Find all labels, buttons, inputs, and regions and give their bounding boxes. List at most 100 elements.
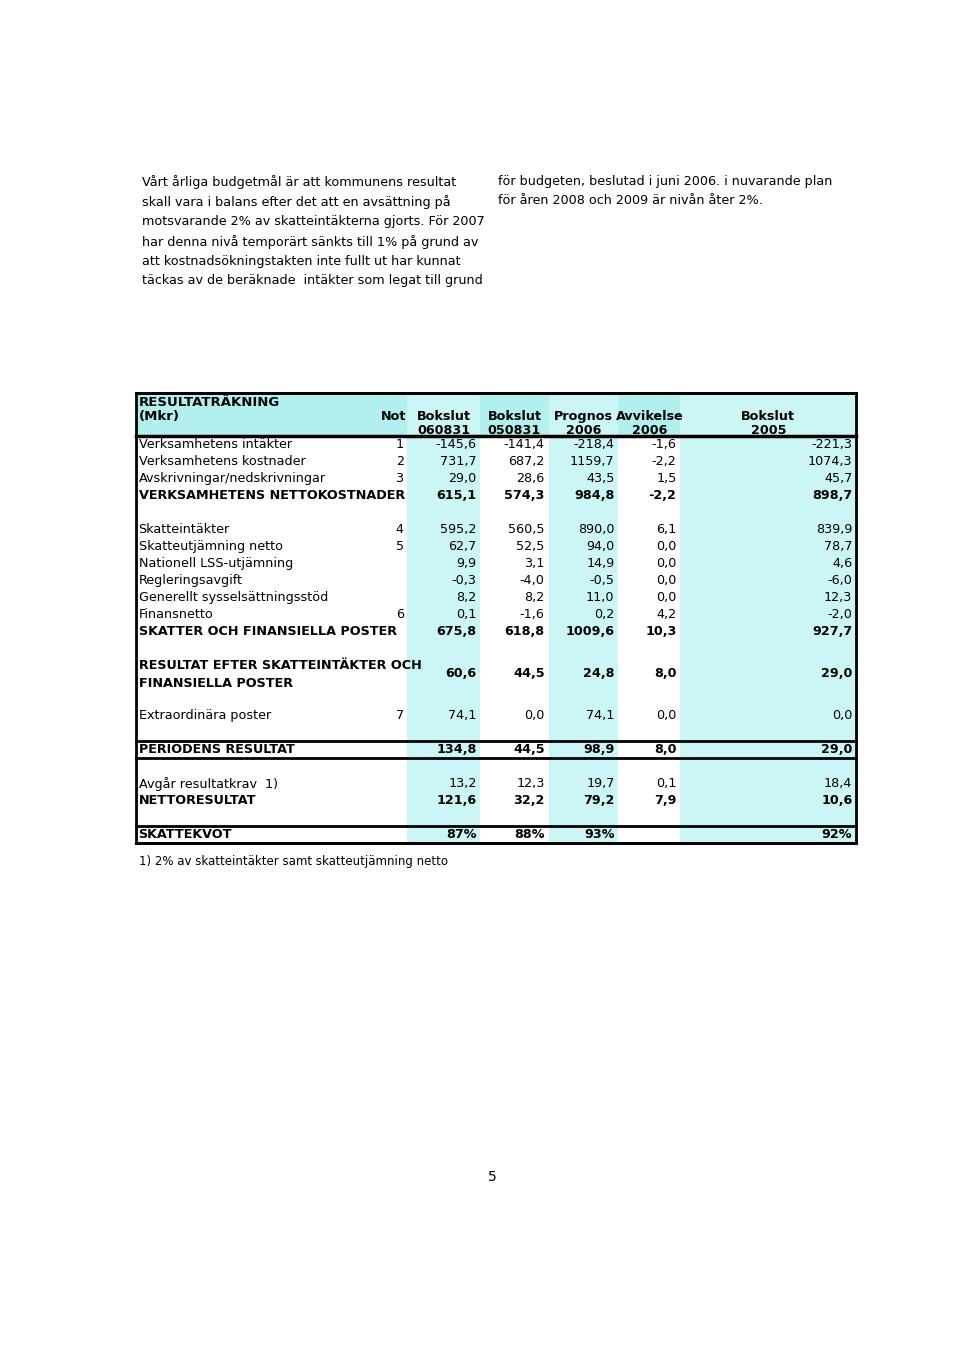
Text: 88%: 88%: [515, 827, 544, 841]
Text: 1159,7: 1159,7: [570, 456, 614, 468]
Text: 2005: 2005: [751, 425, 786, 437]
Text: Finansnetto: Finansnetto: [138, 608, 213, 621]
Text: 060831: 060831: [417, 425, 470, 437]
Text: 2006: 2006: [565, 425, 601, 437]
Text: 618,8: 618,8: [505, 625, 544, 638]
Text: -1,6: -1,6: [519, 608, 544, 621]
Text: NETTORESULTAT: NETTORESULTAT: [138, 794, 256, 807]
Text: 8,2: 8,2: [456, 591, 476, 604]
Text: 0,0: 0,0: [656, 710, 677, 722]
Text: 4,2: 4,2: [657, 608, 677, 621]
Text: 1,5: 1,5: [656, 472, 677, 485]
Text: 0,0: 0,0: [656, 539, 677, 553]
Text: 98,9: 98,9: [583, 744, 614, 756]
Text: 7: 7: [396, 710, 403, 722]
Text: 28,6: 28,6: [516, 472, 544, 485]
Bar: [407, 437, 480, 842]
Text: Prognos: Prognos: [554, 410, 612, 423]
Text: -221,3: -221,3: [811, 438, 852, 452]
Text: 29,0: 29,0: [448, 472, 476, 485]
Text: 839,9: 839,9: [816, 523, 852, 535]
Text: 5: 5: [488, 1169, 496, 1184]
Text: 595,2: 595,2: [440, 523, 476, 535]
Text: Regleringsavgift: Regleringsavgift: [138, 573, 243, 587]
Bar: [548, 437, 618, 842]
Text: Avskrivningar/nedskrivningar: Avskrivningar/nedskrivningar: [138, 472, 325, 485]
Text: -0,3: -0,3: [451, 573, 476, 587]
Text: 0,0: 0,0: [656, 557, 677, 571]
Text: -2,2: -2,2: [652, 456, 677, 468]
Bar: [135, 393, 856, 437]
Text: 43,5: 43,5: [586, 472, 614, 485]
Text: 8,0: 8,0: [654, 667, 677, 680]
Text: 6: 6: [396, 608, 403, 621]
Text: 24,8: 24,8: [583, 667, 614, 680]
Text: 29,0: 29,0: [821, 744, 852, 756]
Text: 121,6: 121,6: [437, 794, 476, 807]
Text: RESULTAT EFTER SKATTEINTÄKTER OCH
FINANSIELLA POSTER: RESULTAT EFTER SKATTEINTÄKTER OCH FINANS…: [138, 658, 421, 690]
Text: 11,0: 11,0: [586, 591, 614, 604]
Bar: [548, 393, 618, 437]
Text: Bokslut: Bokslut: [417, 410, 470, 423]
Text: 87%: 87%: [446, 827, 476, 841]
Text: Extraordinära poster: Extraordinära poster: [138, 710, 271, 722]
Text: 984,8: 984,8: [574, 489, 614, 502]
Text: Skatteutjämning netto: Skatteutjämning netto: [138, 539, 282, 553]
Text: Generellt sysselsättningsstöd: Generellt sysselsättningsstöd: [138, 591, 328, 604]
Text: 13,2: 13,2: [448, 777, 476, 790]
Text: 3,1: 3,1: [524, 557, 544, 571]
Text: 74,1: 74,1: [586, 710, 614, 722]
Text: Nationell LSS-utjämning: Nationell LSS-utjämning: [138, 557, 293, 571]
Text: 10,6: 10,6: [821, 794, 852, 807]
Text: 62,7: 62,7: [448, 539, 476, 553]
Text: 898,7: 898,7: [812, 489, 852, 502]
Text: 2: 2: [396, 456, 403, 468]
Text: 0,0: 0,0: [656, 573, 677, 587]
Text: 0,0: 0,0: [832, 710, 852, 722]
Bar: [135, 437, 856, 842]
Text: (Mkr): (Mkr): [138, 410, 180, 423]
Text: 92%: 92%: [822, 827, 852, 841]
Text: 560,5: 560,5: [508, 523, 544, 535]
Text: 78,7: 78,7: [824, 539, 852, 553]
Text: PERIODENS RESULTAT: PERIODENS RESULTAT: [138, 744, 295, 756]
Text: 0,0: 0,0: [656, 591, 677, 604]
Text: RESULTATRÄKNING: RESULTATRÄKNING: [138, 396, 280, 408]
Text: 10,3: 10,3: [645, 625, 677, 638]
Text: 94,0: 94,0: [587, 539, 614, 553]
Text: Skatteintäkter: Skatteintäkter: [138, 523, 229, 535]
Text: -145,6: -145,6: [436, 438, 476, 452]
Text: 7,9: 7,9: [654, 794, 677, 807]
Text: 4,6: 4,6: [832, 557, 852, 571]
Text: -6,0: -6,0: [828, 573, 852, 587]
Text: 2006: 2006: [632, 425, 667, 437]
Text: Not: Not: [380, 410, 406, 423]
Text: 1: 1: [396, 438, 403, 452]
Text: 32,2: 32,2: [514, 794, 544, 807]
Text: 0,0: 0,0: [524, 710, 544, 722]
Bar: [681, 393, 856, 437]
Text: Avgår resultatkrav  1): Avgår resultatkrav 1): [138, 776, 277, 791]
Text: 52,5: 52,5: [516, 539, 544, 553]
Text: 1009,6: 1009,6: [565, 625, 614, 638]
Text: 60,6: 60,6: [445, 667, 476, 680]
Text: 12,3: 12,3: [516, 777, 544, 790]
Text: -2,2: -2,2: [649, 489, 677, 502]
Text: 615,1: 615,1: [437, 489, 476, 502]
Text: SKATTER OCH FINANSIELLA POSTER: SKATTER OCH FINANSIELLA POSTER: [138, 625, 396, 638]
Text: 44,5: 44,5: [513, 667, 544, 680]
Text: 050831: 050831: [488, 425, 541, 437]
Text: 29,0: 29,0: [821, 667, 852, 680]
Bar: [681, 437, 856, 842]
Text: 687,2: 687,2: [509, 456, 544, 468]
Text: 4: 4: [396, 523, 403, 535]
Text: 927,7: 927,7: [812, 625, 852, 638]
Text: 45,7: 45,7: [824, 472, 852, 485]
Text: 890,0: 890,0: [578, 523, 614, 535]
Text: SKATTEKVOT: SKATTEKVOT: [138, 827, 232, 841]
Text: 19,7: 19,7: [586, 777, 614, 790]
Text: Bokslut: Bokslut: [741, 410, 795, 423]
Text: 9,9: 9,9: [456, 557, 476, 571]
Text: 675,8: 675,8: [437, 625, 476, 638]
Text: 134,8: 134,8: [436, 744, 476, 756]
